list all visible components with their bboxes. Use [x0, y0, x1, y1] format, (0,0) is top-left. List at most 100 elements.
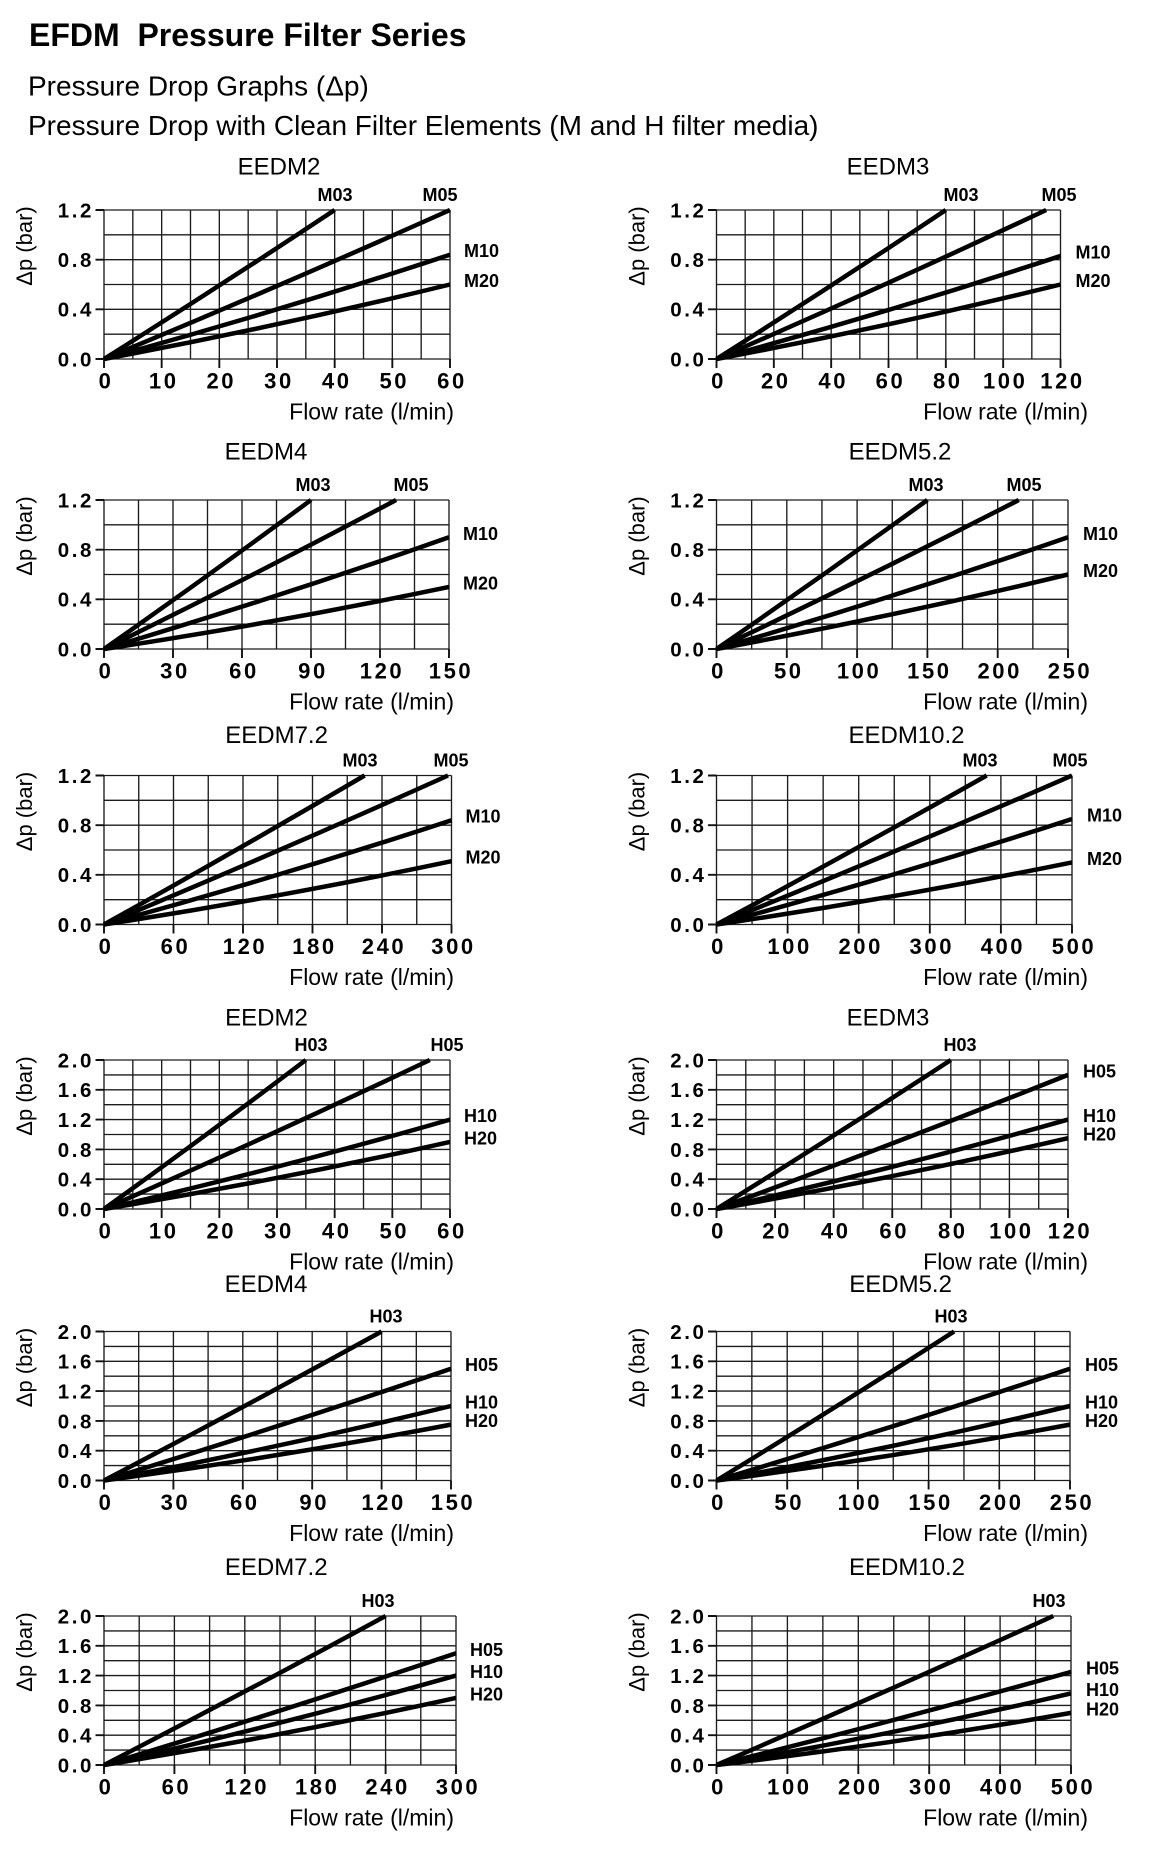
svg-text:EEDM4: EEDM4 — [225, 439, 308, 466]
svg-text:M20: M20 — [463, 573, 498, 593]
svg-text:150: 150 — [908, 1490, 953, 1515]
svg-text:Flow rate (l/min): Flow rate (l/min) — [923, 964, 1088, 990]
svg-text:100: 100 — [983, 369, 1028, 394]
svg-text:40: 40 — [322, 1219, 352, 1244]
svg-text:0: 0 — [99, 1775, 114, 1800]
svg-text:H10: H10 — [1083, 1106, 1116, 1126]
svg-text:300: 300 — [910, 934, 955, 959]
svg-text:0: 0 — [711, 1490, 726, 1515]
svg-text:Δp (bar): Δp (bar) — [625, 1328, 650, 1408]
svg-text:H10: H10 — [1086, 1680, 1119, 1700]
svg-text:H05: H05 — [1083, 1061, 1116, 1081]
svg-text:Flow rate (l/min): Flow rate (l/min) — [289, 1249, 454, 1275]
svg-text:20: 20 — [206, 369, 236, 394]
svg-text:0.8: 0.8 — [58, 1410, 94, 1433]
svg-text:H20: H20 — [465, 1411, 498, 1431]
svg-text:0: 0 — [99, 369, 114, 394]
svg-text:EEDM2: EEDM2 — [238, 154, 321, 181]
svg-text:H03: H03 — [361, 1591, 394, 1611]
svg-text:1.6: 1.6 — [670, 1079, 706, 1102]
svg-text:0.0: 0.0 — [670, 914, 706, 937]
svg-text:0.4: 0.4 — [670, 1169, 706, 1192]
svg-text:Pressure Drop Graphs (Δp): Pressure Drop Graphs (Δp) — [28, 71, 369, 102]
svg-text:0.0: 0.0 — [670, 1470, 706, 1493]
svg-text:M10: M10 — [463, 524, 498, 544]
svg-text:0.0: 0.0 — [58, 348, 94, 371]
svg-text:1.2: 1.2 — [670, 1109, 706, 1132]
svg-text:M03: M03 — [317, 185, 352, 205]
svg-text:120: 120 — [361, 1490, 406, 1515]
svg-text:20: 20 — [206, 1219, 236, 1244]
svg-text:30: 30 — [264, 1219, 294, 1244]
svg-text:H20: H20 — [1086, 1699, 1119, 1719]
svg-text:M05: M05 — [422, 185, 457, 205]
svg-text:H03: H03 — [369, 1307, 402, 1327]
svg-text:Flow rate (l/min): Flow rate (l/min) — [289, 1520, 454, 1546]
svg-text:10: 10 — [149, 1219, 179, 1244]
svg-text:M10: M10 — [464, 241, 499, 261]
svg-text:1.2: 1.2 — [670, 199, 706, 222]
svg-text:200: 200 — [979, 1490, 1024, 1515]
svg-text:Flow rate (l/min): Flow rate (l/min) — [289, 964, 454, 990]
svg-text:0.0: 0.0 — [670, 1754, 706, 1777]
svg-text:0.0: 0.0 — [58, 638, 94, 661]
svg-text:H10: H10 — [1085, 1393, 1118, 1413]
svg-text:Flow rate (l/min): Flow rate (l/min) — [289, 689, 454, 715]
svg-text:0.8: 0.8 — [670, 1410, 706, 1433]
svg-text:100: 100 — [767, 1775, 812, 1800]
svg-text:Flow rate (l/min): Flow rate (l/min) — [923, 1520, 1088, 1546]
svg-text:20: 20 — [761, 369, 791, 394]
svg-text:20: 20 — [762, 1219, 792, 1244]
svg-text:H03: H03 — [943, 1035, 976, 1055]
svg-text:EEDM7.2: EEDM7.2 — [225, 1554, 328, 1581]
svg-text:1.2: 1.2 — [670, 1665, 706, 1688]
svg-text:H10: H10 — [470, 1662, 503, 1682]
svg-text:30: 30 — [264, 369, 294, 394]
svg-text:H20: H20 — [1083, 1125, 1116, 1145]
svg-text:120: 120 — [360, 659, 405, 684]
svg-text:Δp (bar): Δp (bar) — [625, 1056, 650, 1136]
svg-text:240: 240 — [362, 934, 407, 959]
svg-text:200: 200 — [838, 934, 883, 959]
svg-text:120: 120 — [1048, 1219, 1093, 1244]
svg-text:1.2: 1.2 — [670, 765, 706, 788]
svg-text:0.4: 0.4 — [670, 299, 706, 322]
svg-text:40: 40 — [818, 369, 848, 394]
svg-text:M03: M03 — [962, 751, 997, 771]
svg-text:60: 60 — [437, 1219, 467, 1244]
svg-text:500: 500 — [1052, 934, 1097, 959]
svg-text:300: 300 — [909, 1775, 954, 1800]
svg-text:0.4: 0.4 — [58, 299, 94, 322]
svg-text:H20: H20 — [1085, 1411, 1118, 1431]
svg-text:M20: M20 — [464, 271, 499, 291]
svg-text:0.4: 0.4 — [58, 1169, 94, 1192]
svg-text:EEDM2: EEDM2 — [225, 1004, 308, 1031]
svg-text:120: 120 — [223, 934, 268, 959]
svg-text:EFDM Pressure Filter Series: EFDM Pressure Filter Series — [29, 17, 467, 53]
svg-text:1.2: 1.2 — [58, 1665, 94, 1688]
svg-text:120: 120 — [1040, 369, 1085, 394]
svg-text:100: 100 — [837, 659, 882, 684]
svg-text:Δp (bar): Δp (bar) — [12, 1612, 37, 1692]
svg-text:60: 60 — [229, 659, 259, 684]
svg-text:Flow rate (l/min): Flow rate (l/min) — [923, 1249, 1088, 1275]
svg-text:40: 40 — [821, 1219, 851, 1244]
svg-text:0.8: 0.8 — [58, 249, 94, 272]
svg-text:1.6: 1.6 — [58, 1351, 94, 1374]
svg-text:EEDM5.2: EEDM5.2 — [849, 439, 952, 466]
svg-text:150: 150 — [907, 659, 952, 684]
svg-text:H05: H05 — [1086, 1658, 1119, 1678]
svg-text:M10: M10 — [1087, 806, 1122, 826]
svg-text:2.0: 2.0 — [670, 1049, 706, 1072]
svg-text:0: 0 — [99, 659, 114, 684]
svg-text:M20: M20 — [1083, 561, 1118, 581]
svg-text:1.2: 1.2 — [58, 489, 94, 512]
svg-text:0.8: 0.8 — [58, 539, 94, 562]
svg-text:0: 0 — [99, 1490, 114, 1515]
svg-text:100: 100 — [767, 934, 812, 959]
svg-text:M05: M05 — [1052, 751, 1087, 771]
svg-text:EEDM5.2: EEDM5.2 — [849, 1271, 952, 1298]
svg-text:2.0: 2.0 — [58, 1321, 94, 1344]
svg-text:1.2: 1.2 — [670, 489, 706, 512]
svg-text:H05: H05 — [470, 1640, 503, 1660]
